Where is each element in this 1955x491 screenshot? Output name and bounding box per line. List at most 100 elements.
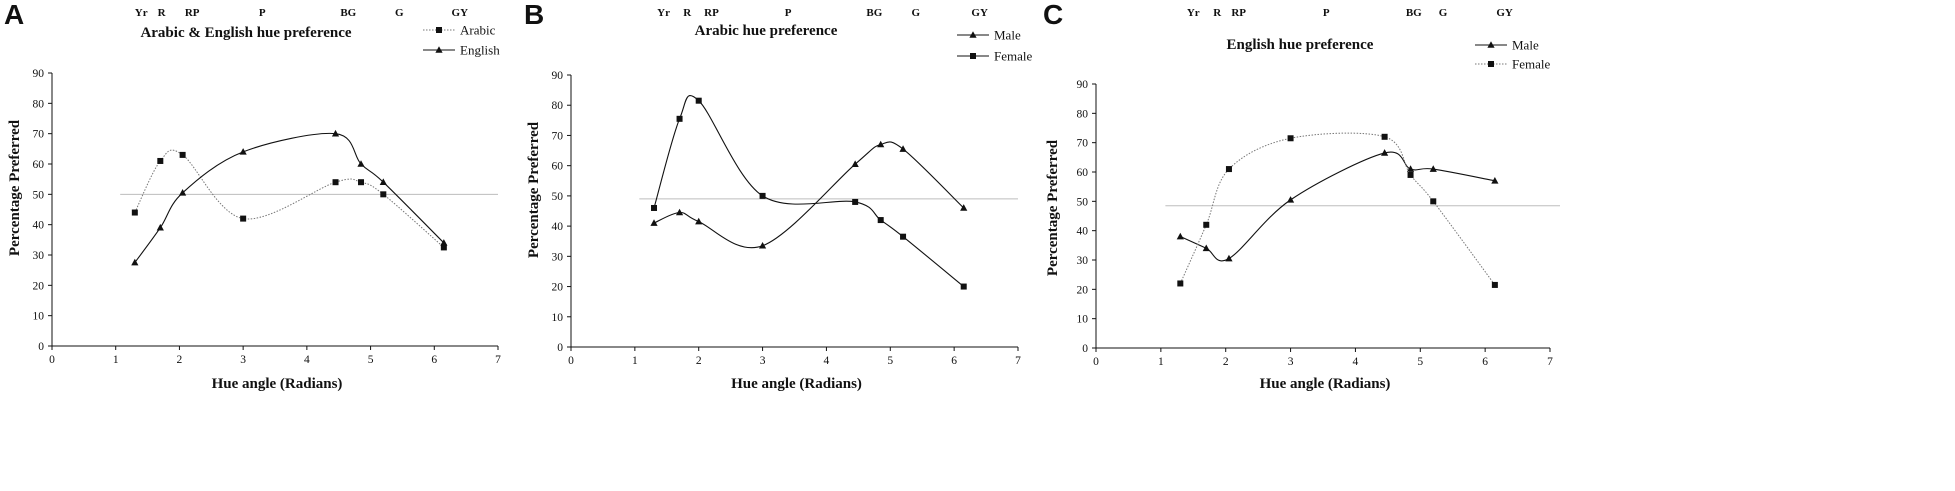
y-tick-label: 50 bbox=[552, 191, 564, 203]
data-point bbox=[1225, 166, 1232, 173]
hue-label: GY bbox=[1496, 7, 1513, 19]
data-point bbox=[332, 179, 339, 186]
x-tick-label: 5 bbox=[368, 354, 374, 366]
hue-label: BG bbox=[1406, 7, 1422, 19]
x-axis-title: Hue angle (Radians) bbox=[1260, 376, 1391, 392]
data-point bbox=[357, 160, 365, 167]
x-tick-label: 3 bbox=[760, 355, 766, 367]
data-point bbox=[695, 97, 702, 104]
data-point bbox=[239, 148, 247, 155]
x-axis-title: Hue angle (Radians) bbox=[731, 376, 862, 392]
hue-label: P bbox=[785, 7, 792, 19]
hue-label: Yr bbox=[135, 7, 148, 19]
y-tick-label: 40 bbox=[1077, 226, 1089, 238]
hue-label: P bbox=[1323, 7, 1330, 19]
chart-title: Arabic & English hue preference bbox=[140, 25, 351, 41]
legend-marker bbox=[1487, 41, 1495, 48]
hue-label: RP bbox=[185, 7, 200, 19]
series-male bbox=[1176, 149, 1499, 262]
legend-label: Male bbox=[1512, 38, 1539, 53]
y-tick-label: 80 bbox=[1077, 108, 1089, 120]
hue-label: RP bbox=[1231, 7, 1246, 19]
y-tick-label: 10 bbox=[1077, 314, 1089, 326]
data-point bbox=[1381, 149, 1389, 156]
data-point bbox=[676, 115, 683, 122]
x-tick-label: 6 bbox=[951, 355, 957, 367]
hue-label: GY bbox=[971, 7, 988, 19]
data-point bbox=[695, 217, 703, 225]
data-point bbox=[1203, 221, 1210, 228]
data-point bbox=[1491, 177, 1499, 184]
x-tick-label: 1 bbox=[113, 354, 119, 366]
y-tick-label: 10 bbox=[552, 312, 564, 324]
data-point bbox=[1202, 244, 1210, 252]
y-tick-label: 60 bbox=[552, 161, 564, 173]
x-tick-label: 4 bbox=[304, 354, 310, 366]
data-point bbox=[877, 140, 885, 148]
hue-label: RP bbox=[704, 7, 719, 19]
series-arabic bbox=[131, 149, 447, 251]
y-tick-label: 0 bbox=[38, 341, 44, 353]
y-tick-label: 70 bbox=[33, 129, 45, 141]
hue-label: G bbox=[1439, 7, 1448, 19]
legend: Male Female bbox=[1475, 38, 1550, 72]
x-tick-label: 4 bbox=[1353, 356, 1359, 368]
hue-label: GY bbox=[452, 7, 469, 19]
y-axis-title: Percentage Preferred bbox=[7, 119, 23, 256]
x-tick-label: 0 bbox=[568, 355, 574, 367]
data-point bbox=[179, 151, 186, 158]
x-tick-label: 4 bbox=[824, 355, 830, 367]
x-tick-label: 6 bbox=[1482, 356, 1488, 368]
y-axis-title: Percentage Preferred bbox=[526, 121, 542, 258]
data-point bbox=[131, 258, 139, 266]
legend-label: Arabic bbox=[460, 23, 496, 38]
x-tick-label: 7 bbox=[495, 354, 501, 366]
data-point bbox=[240, 215, 247, 222]
y-tick-label: 40 bbox=[33, 220, 45, 232]
series-line bbox=[134, 149, 445, 248]
data-point bbox=[1430, 198, 1437, 205]
y-tick-label: 50 bbox=[1077, 196, 1089, 208]
hue-label: BG bbox=[340, 7, 356, 19]
data-point bbox=[1287, 135, 1294, 142]
legend-label: Female bbox=[1512, 57, 1550, 72]
data-point bbox=[651, 204, 658, 211]
hue-label: P bbox=[259, 7, 266, 19]
hue-label: G bbox=[912, 7, 921, 19]
y-tick-label: 30 bbox=[552, 251, 564, 263]
x-tick-label: 3 bbox=[240, 354, 246, 366]
legend-marker bbox=[1488, 61, 1494, 67]
data-point bbox=[1176, 232, 1184, 240]
x-axis-title: Hue angle (Radians) bbox=[212, 376, 343, 392]
x-tick-label: 0 bbox=[1093, 356, 1099, 368]
series-line bbox=[653, 95, 965, 287]
series-female bbox=[651, 95, 967, 290]
panel-letter: B bbox=[524, 0, 544, 30]
data-point bbox=[380, 191, 387, 198]
y-tick-label: 70 bbox=[1077, 138, 1089, 150]
y-tick-label: 30 bbox=[1077, 255, 1089, 267]
legend: Male Female bbox=[957, 28, 1032, 64]
data-point bbox=[960, 283, 967, 290]
y-tick-label: 90 bbox=[552, 70, 564, 82]
series-english bbox=[131, 129, 448, 266]
legend-label: English bbox=[460, 43, 500, 58]
data-point bbox=[331, 129, 340, 137]
y-tick-label: 60 bbox=[33, 159, 45, 171]
data-point bbox=[1406, 165, 1415, 172]
data-point bbox=[440, 239, 448, 246]
hue-label: Yr bbox=[657, 7, 670, 19]
data-point bbox=[440, 244, 447, 251]
data-point bbox=[379, 178, 387, 185]
x-tick-label: 5 bbox=[1417, 356, 1423, 368]
data-point bbox=[156, 223, 164, 231]
data-point bbox=[131, 209, 138, 216]
y-tick-label: 20 bbox=[33, 280, 45, 292]
data-point bbox=[900, 233, 907, 240]
data-point bbox=[675, 208, 684, 216]
y-tick-label: 90 bbox=[33, 68, 45, 80]
y-tick-label: 0 bbox=[557, 342, 563, 354]
series-male bbox=[650, 140, 968, 249]
legend-marker bbox=[970, 53, 976, 59]
